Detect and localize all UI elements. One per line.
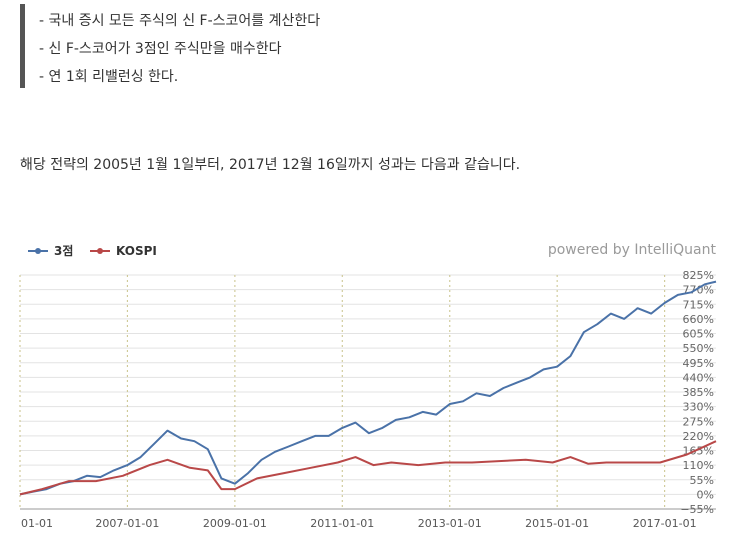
y-tick-label: 495%	[683, 357, 714, 370]
x-tick-label: 2015-01-01	[525, 517, 589, 530]
quote-line-1: - 국내 증시 모든 주식의 신 F-스코어를 계산한다	[39, 13, 321, 29]
line-chart: 3점 KOSPI powered by IntelliQuant −55%0%55…	[19, 242, 717, 530]
legend-item-3jeom-marker	[35, 248, 41, 254]
y-tick-label: 330%	[683, 401, 714, 414]
chart-grid	[19, 274, 716, 510]
y-tick-label: 605%	[683, 328, 714, 341]
y-tick-label: 385%	[683, 386, 714, 399]
y-tick-label: 165%	[683, 445, 714, 458]
intro-paragraph: 해당 전략의 2005년 1월 1일부터, 2017년 12월 16일까지 성과…	[20, 157, 521, 173]
y-tick-label: 0%	[697, 488, 714, 501]
y-tick-label: 275%	[683, 415, 714, 428]
legend-item-kospi-marker	[97, 248, 103, 254]
x-axis-ticks: 01-01 2007-01-01 2009-01-01 2011-01-01 2013-…	[21, 517, 697, 530]
x-tick-label: 2011-01-01	[310, 517, 374, 530]
chart-credit: powered by IntelliQuant	[548, 242, 717, 258]
y-axis-ticks: −55% 0%55% 110%165% 220% 275%330% 385% 440%495…	[680, 269, 714, 516]
y-tick-label: 55%	[690, 474, 714, 487]
y-tick-label: −55%	[680, 503, 714, 516]
x-tick-label: 2013-01-01	[418, 517, 482, 530]
y-tick-label: 770%	[683, 284, 714, 297]
series-line-kospi	[19, 440, 717, 496]
legend-item-kospi-label: KOSPI	[116, 244, 157, 258]
x-tick-label: 2009-01-01	[203, 517, 267, 530]
y-tick-label: 110%	[683, 459, 714, 472]
x-tick-label: 2007-01-01	[95, 517, 159, 530]
y-tick-label: 660%	[683, 313, 714, 326]
y-tick-label: 550%	[683, 342, 714, 355]
y-tick-label: 825%	[683, 269, 714, 282]
quote-line-3: - 연 1회 리밸런싱 한다.	[39, 69, 179, 85]
y-tick-label: 440%	[683, 371, 714, 384]
chart-series	[19, 280, 717, 496]
y-tick-label: 715%	[683, 298, 714, 311]
y-tick-label: 220%	[683, 430, 714, 443]
blockquote: - 국내 증시 모든 주식의 신 F-스코어를 계산한다 - 신 F-스코어가 …	[20, 4, 715, 88]
series-line-3jeom	[19, 280, 717, 496]
chart-legend: 3점 KOSPI	[28, 243, 157, 258]
x-tick-label: 01-01	[21, 517, 53, 530]
x-tick-label: 2017-01-01	[633, 517, 697, 530]
quote-line-2: - 신 F-스코어가 3점인 주식만을 매수한다	[39, 41, 282, 57]
legend-item-3jeom-label: 3점	[54, 243, 73, 258]
